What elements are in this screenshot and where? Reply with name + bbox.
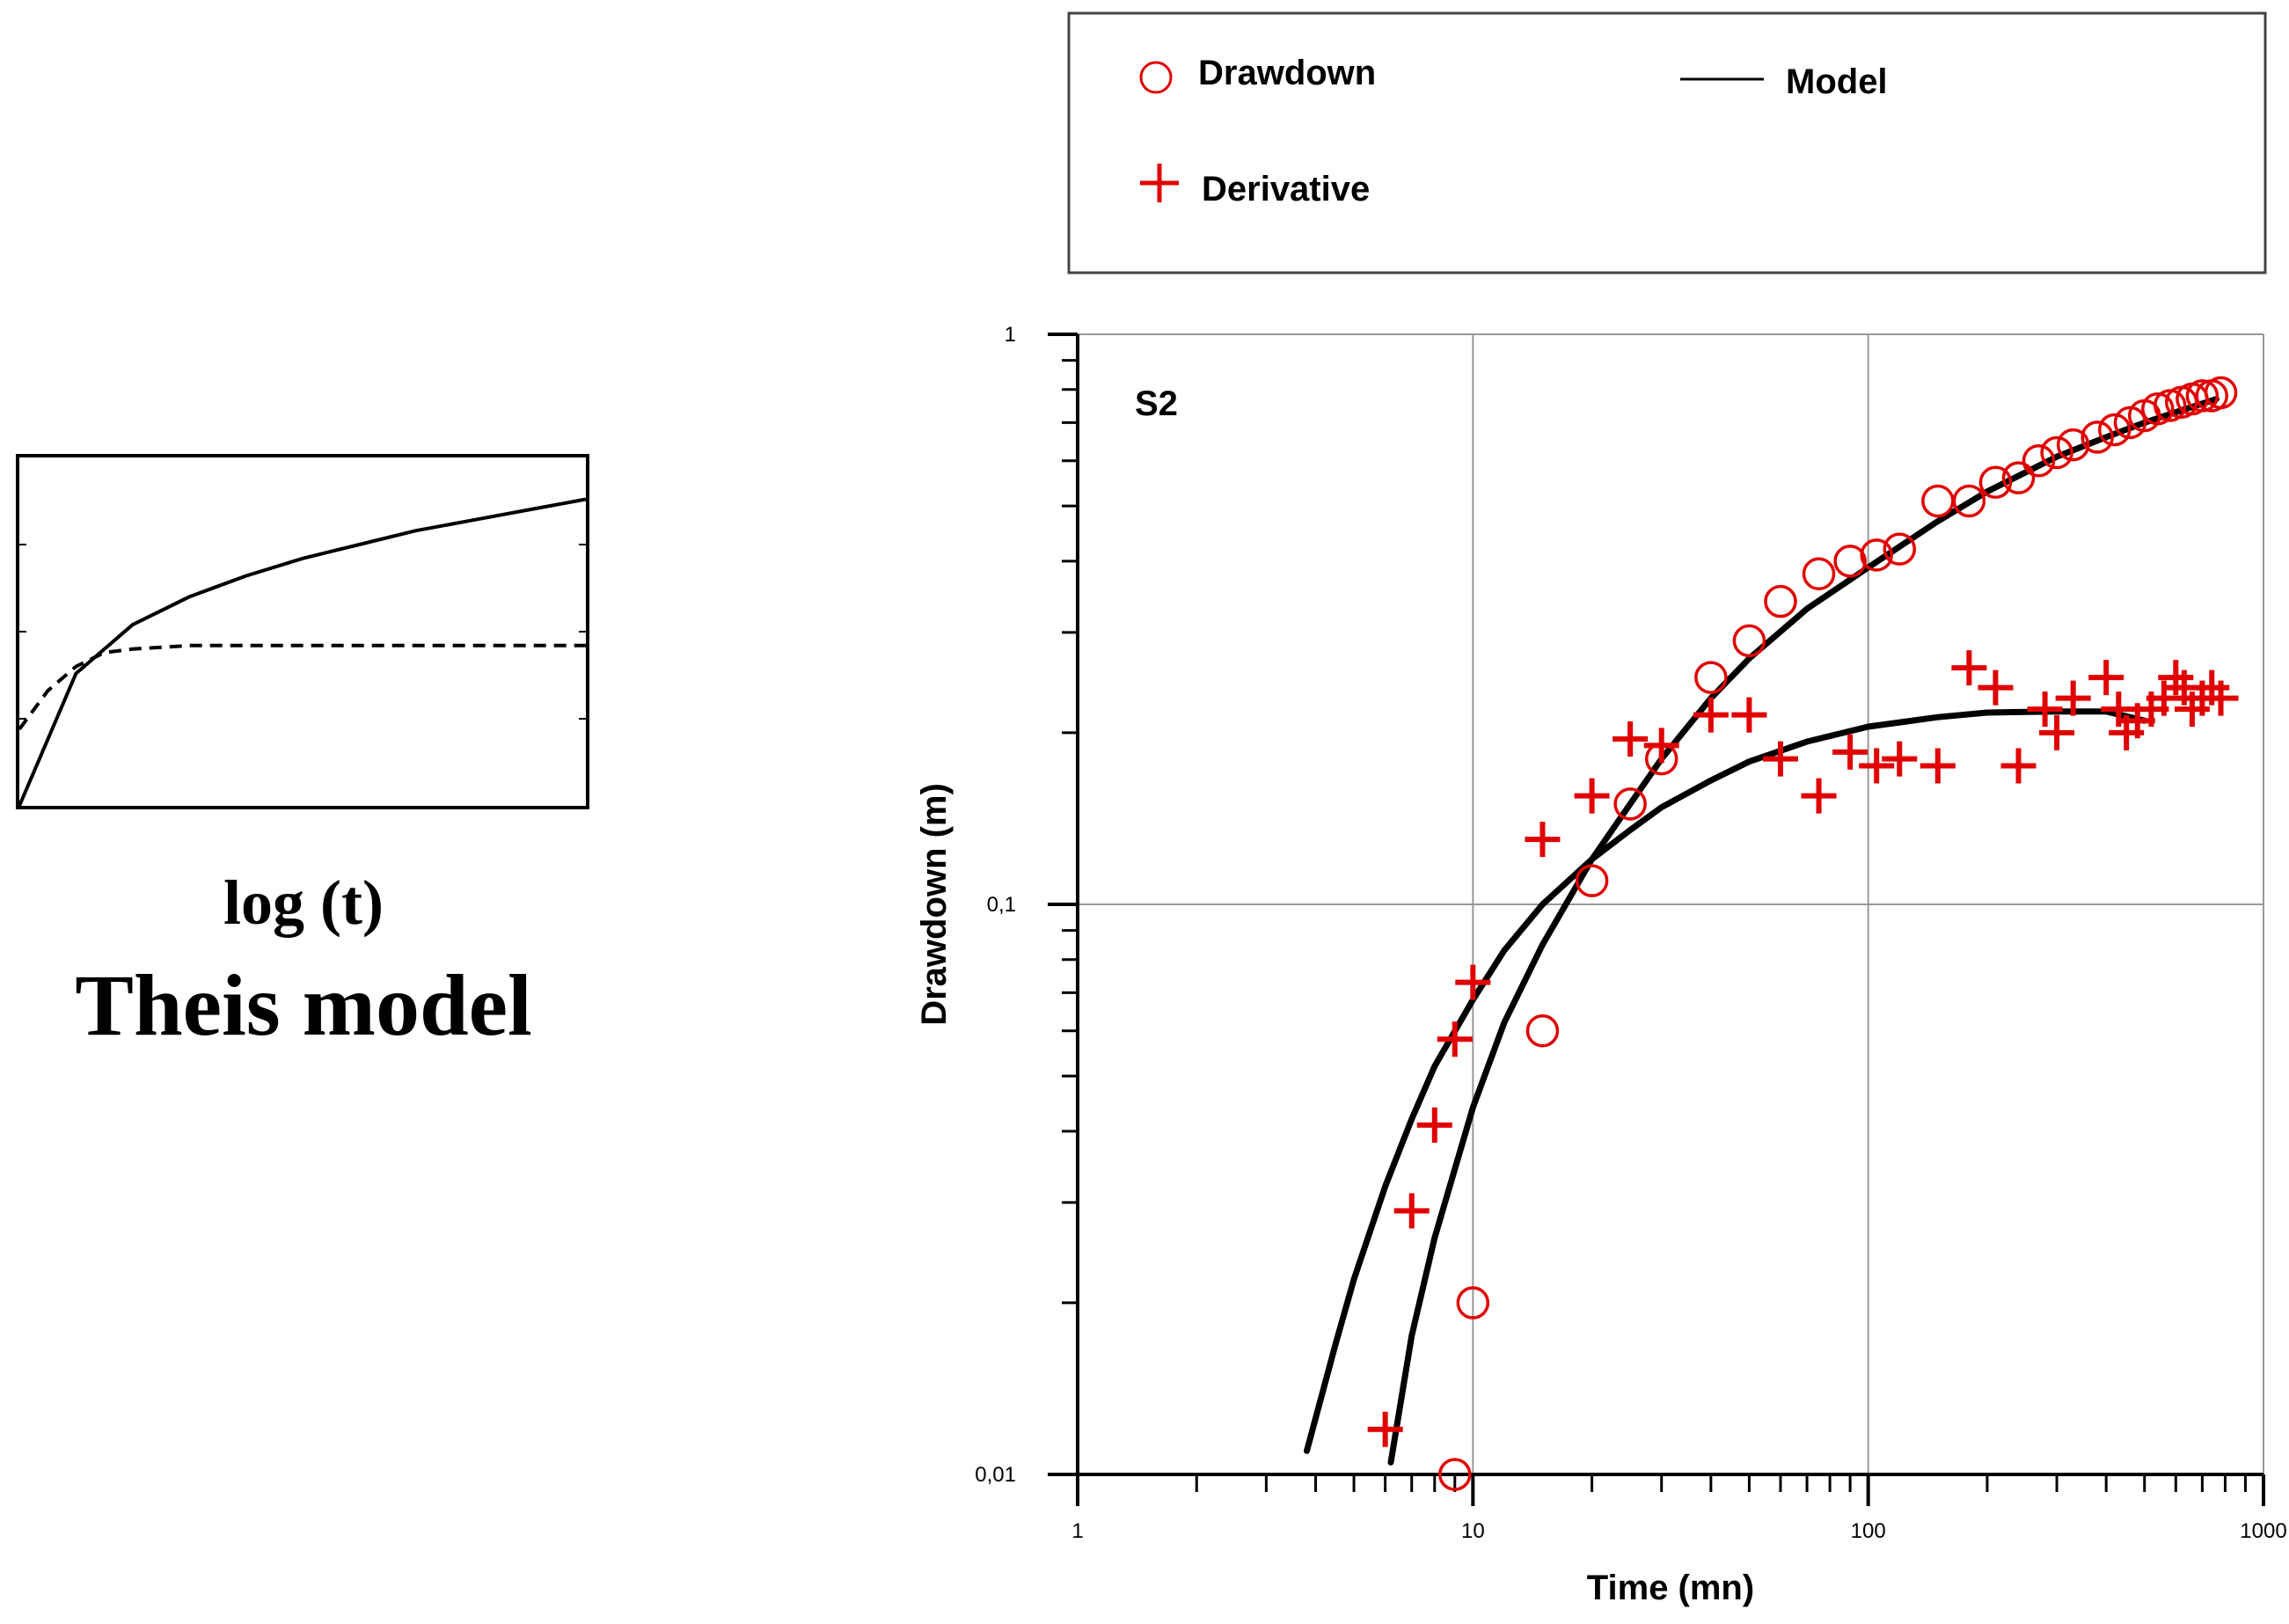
derivative-point	[1574, 778, 1610, 814]
drawdown-point	[2185, 379, 2220, 413]
derivative-point	[1801, 778, 1837, 814]
drawdown-point	[2056, 428, 2090, 462]
derivative-point	[1437, 1021, 1473, 1057]
theis-title: Theis model	[75, 956, 532, 1054]
theis-derivative-curve	[18, 643, 586, 731]
derivative-point	[2203, 680, 2239, 716]
derivative-point	[1731, 697, 1767, 733]
derivative-point	[1525, 822, 1561, 858]
derivative-point	[1455, 964, 1491, 1000]
drawdown-point	[2001, 461, 2036, 494]
derivative-point	[1882, 741, 1918, 777]
derivative-point	[2146, 680, 2182, 716]
drawdown-point	[1438, 1458, 1472, 1491]
drawdown-point	[2022, 444, 2056, 478]
drawdown-point	[1860, 538, 1893, 572]
drawdown-point	[1525, 1014, 1560, 1048]
derivative-point	[1920, 748, 1956, 784]
model-drawdown-line	[1387, 396, 2220, 1466]
drawdown-point	[1575, 864, 1609, 897]
legend-label-model: Model	[1786, 62, 1888, 101]
derivative-point	[2101, 691, 2137, 728]
y-axis-title: Drawdown (m)	[915, 783, 954, 1026]
y-tick-label: 0,01	[975, 1463, 1016, 1487]
theis-model-panel: log (t) Theis model	[0, 0, 616, 1624]
derivative-point	[1951, 650, 1987, 686]
derivative-point	[1978, 669, 2014, 706]
derivative-point	[2055, 680, 2091, 716]
theis-drawdown-curve	[18, 497, 587, 807]
grid-lines	[1078, 333, 2264, 1474]
derivative-point	[1393, 1193, 1430, 1229]
drawdown-point	[1921, 484, 1955, 518]
drawdown-point	[1764, 584, 1797, 618]
theis-x-axis-label: log (t)	[223, 867, 384, 938]
drawdown-point	[1732, 624, 1766, 658]
legend-plus-marker	[1140, 164, 1179, 202]
legend-box	[1067, 11, 2267, 274]
drawdown-point	[1952, 484, 1986, 518]
derivative-point	[1762, 741, 1798, 777]
derivative-point	[1613, 721, 1649, 757]
drawdown-point	[2081, 421, 2114, 454]
y-tick-label: 1	[1005, 323, 1016, 347]
model-derivative-line	[1304, 708, 2148, 1454]
drawdown-point	[1883, 532, 1916, 566]
derivative-point	[2000, 748, 2037, 784]
derivative-point	[1643, 728, 1679, 764]
drawdown-point	[1833, 545, 1867, 578]
derivative-point	[2027, 691, 2063, 728]
drawdown-point	[1802, 557, 1836, 591]
drawdown-point	[2204, 376, 2238, 410]
legend-circle-marker	[1139, 61, 1173, 94]
data-markers	[1367, 376, 2239, 1491]
drawdown-point	[1456, 1286, 1490, 1320]
derivative-point	[1859, 748, 1895, 784]
drawdown-point	[1694, 661, 1728, 694]
axis-tick-labels: 1 10 100 1000 0,01 0,1 1	[975, 323, 2286, 1543]
derivative-point	[1693, 697, 1729, 733]
model-curves	[1304, 396, 2220, 1466]
derivative-point	[1367, 1411, 1403, 1447]
y-tick-label: 0,1	[987, 893, 1016, 917]
x-axis-title: Time (mn)	[1587, 1569, 1754, 1607]
drawdown-point	[2141, 391, 2175, 426]
x-tick-label: 1000	[2240, 1519, 2286, 1543]
x-tick-label: 10	[1461, 1519, 1485, 1543]
x-tick-label: 100	[1851, 1519, 1886, 1543]
legend-label-derivative: Derivative	[1202, 170, 1370, 208]
chart-legend: Drawdown Model Derivative	[1067, 11, 2267, 274]
drawdown-point	[2040, 435, 2073, 470]
x-tick-label: 1	[1071, 1519, 1083, 1543]
drawdown-point	[2097, 413, 2132, 447]
drawdown-point	[1978, 465, 2013, 499]
derivative-point	[2088, 660, 2124, 696]
axis-ticks	[1048, 333, 2265, 1506]
drawdown-point	[1613, 787, 1647, 821]
derivative-point	[1832, 734, 1868, 770]
legend-label-drawdown: Drawdown	[1198, 54, 1376, 92]
derivative-point	[2039, 714, 2075, 750]
chart-title: S2	[1135, 384, 1178, 423]
derivative-point	[1416, 1107, 1452, 1143]
theis-sketch-chart	[16, 454, 589, 809]
